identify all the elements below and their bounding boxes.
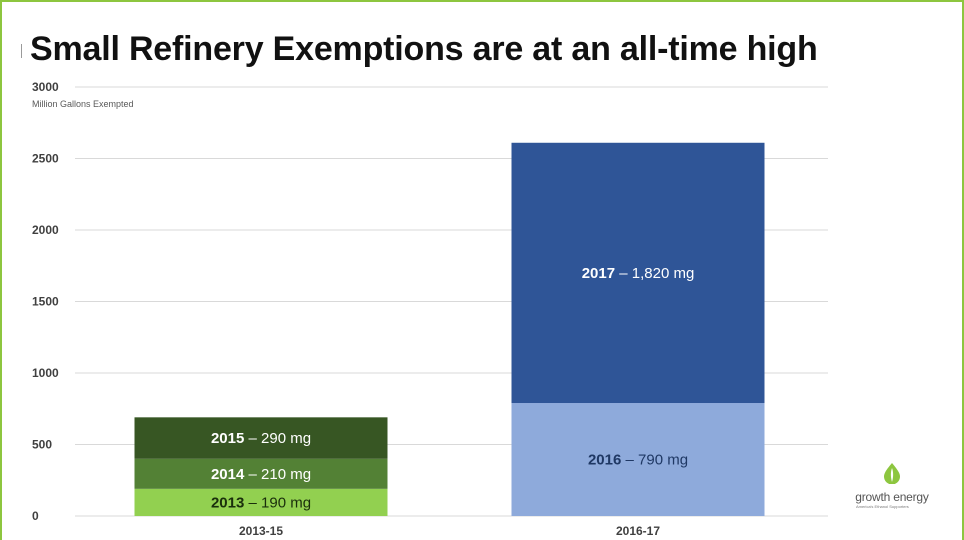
bar-segment-2016 <box>511 403 765 516</box>
x-tick-label: 2013-15 <box>239 524 283 538</box>
data-label-value: – 1,820 mg <box>615 265 694 282</box>
title-marker <box>21 44 22 58</box>
y-tick-label: 0 <box>32 509 39 523</box>
x-tick-label: 2016-17 <box>616 524 660 538</box>
bar-segment-2014 <box>134 458 388 489</box>
data-label-value: – 290 mg <box>244 430 311 447</box>
logo-tagline: America's Ethanol Supporters <box>856 504 909 509</box>
data-label-2017: 2017 – 1,820 mg <box>582 265 695 282</box>
data-label-year: 2015 <box>211 430 244 447</box>
y-tick-label: 3000 <box>32 80 59 94</box>
y-tick-label: 1500 <box>32 295 59 309</box>
data-label-year: 2014 <box>211 466 245 483</box>
data-label-year: 2017 <box>582 265 615 282</box>
y-tick-label: 2000 <box>32 223 59 237</box>
data-label-value: – 210 mg <box>244 466 311 483</box>
chart-title: Small Refinery Exemptions are at an all-… <box>30 30 818 68</box>
y-axis: 0 500 1000 1500 2000 2500 3000 <box>32 80 59 523</box>
y-axis-label: Million Gallons Exempted <box>32 99 134 109</box>
data-label-year: 2013 <box>211 494 244 511</box>
data-label-value: – 190 mg <box>244 494 311 511</box>
growth-energy-logo: growth energy America's Ethanol Supporte… <box>838 462 946 509</box>
y-tick-label: 1000 <box>32 366 59 380</box>
data-label-2015: 2015 – 290 mg <box>211 430 311 447</box>
bar-segment-2017 <box>511 142 765 404</box>
y-tick-label: 500 <box>32 438 52 452</box>
data-label-year: 2016 <box>588 452 621 469</box>
logo-name: growth energy <box>855 490 929 504</box>
data-label-2014: 2014 – 210 mg <box>211 466 311 483</box>
water-drop-leaf-icon <box>884 463 900 485</box>
data-label-value: – 790 mg <box>621 452 688 469</box>
x-axis: 2013-15 2016-17 <box>239 524 660 538</box>
y-tick-label: 2500 <box>32 152 59 166</box>
bar-segment-2015 <box>134 417 388 459</box>
data-label-2016: 2016 – 790 mg <box>588 452 688 469</box>
data-label-2013: 2013 – 190 mg <box>211 494 311 511</box>
bar-segment-2013 <box>134 488 388 516</box>
